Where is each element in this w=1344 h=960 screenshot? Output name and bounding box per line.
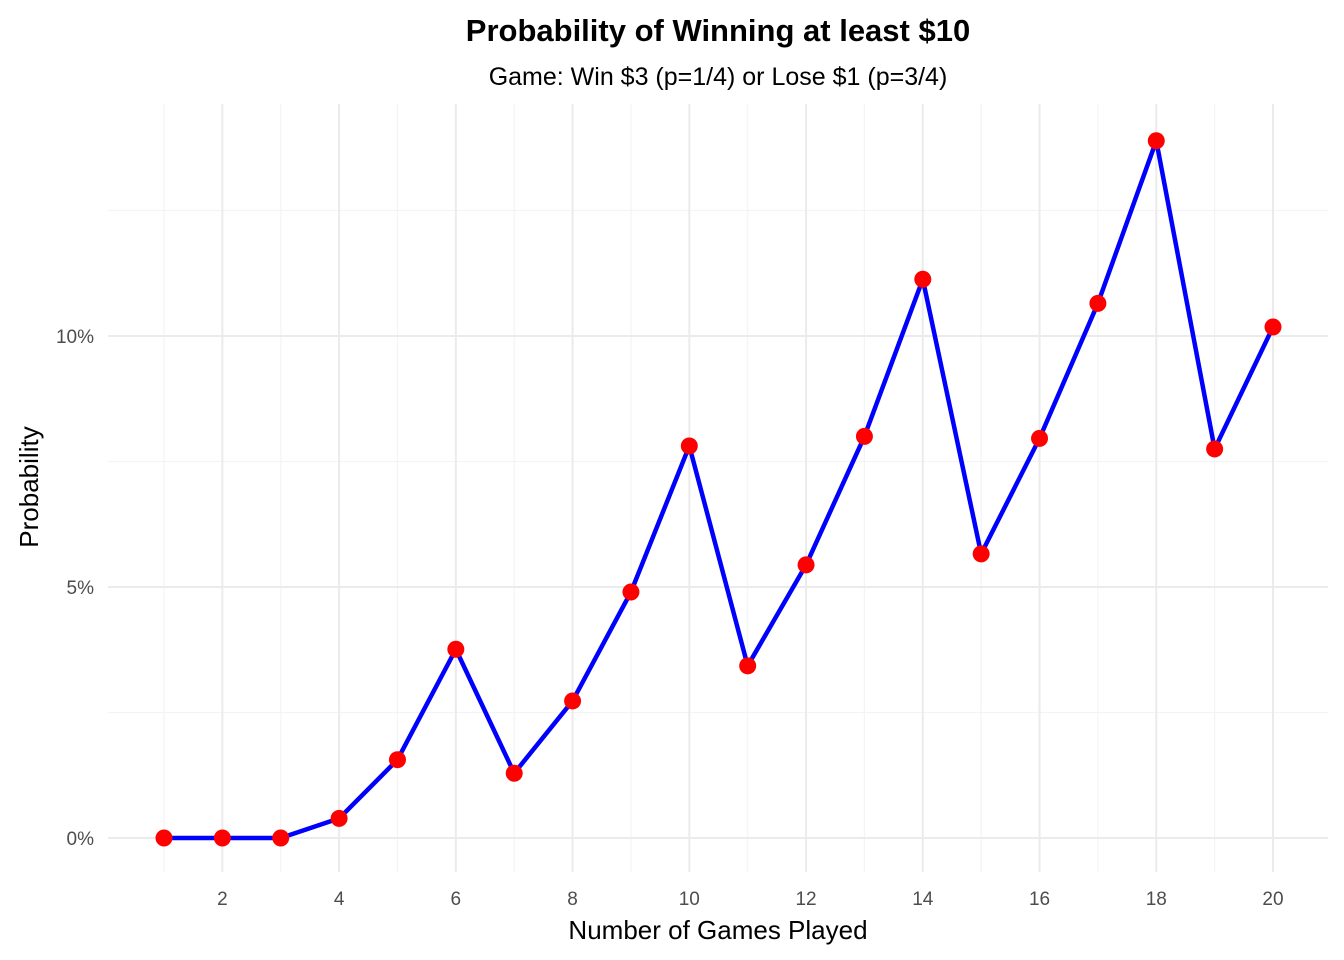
tick-labels: 2 4 6 8 10 12 14 16 18 20 0% 5% 10%: [56, 327, 1284, 910]
data-point: [914, 270, 932, 288]
y-tick-label: 10%: [56, 327, 94, 348]
data-point: [155, 829, 173, 847]
data-point: [1264, 318, 1282, 336]
y-tick-label: 0%: [67, 829, 95, 850]
data-point: [505, 764, 523, 782]
x-axis-title: Number of Games Played: [568, 915, 867, 945]
x-tick-label: 2: [217, 889, 228, 910]
x-tick-label: 18: [1146, 889, 1167, 910]
grid-lines: [108, 104, 1328, 872]
data-point: [855, 427, 873, 445]
x-tick-label: 20: [1262, 889, 1283, 910]
data-point: [213, 829, 231, 847]
chart-title: Probability of Winning at least $10: [466, 13, 970, 48]
x-tick-label: 8: [567, 889, 578, 910]
data-point: [1089, 294, 1107, 312]
y-tick-label: 5%: [67, 578, 95, 599]
data-series: [155, 132, 1282, 847]
data-point: [447, 640, 465, 658]
data-point: [1206, 440, 1224, 458]
chart-subtitle: Game: Win $3 (p=1/4) or Lose $1 (p=3/4): [489, 63, 948, 91]
x-tick-label: 10: [679, 889, 700, 910]
series-line: [161, 138, 1276, 841]
data-point: [1031, 429, 1049, 447]
data-point: [797, 556, 815, 574]
x-tick-label: 6: [451, 889, 462, 910]
x-tick-label: 16: [1029, 889, 1050, 910]
data-point: [680, 437, 698, 455]
x-tick-label: 4: [334, 889, 345, 910]
x-tick-label: 12: [795, 889, 816, 910]
data-point: [272, 829, 290, 847]
data-point: [739, 657, 757, 675]
data-point: [1147, 132, 1165, 150]
data-point: [330, 809, 348, 827]
data-point: [388, 751, 406, 769]
y-axis-title: Probability: [14, 426, 44, 547]
data-point: [972, 545, 990, 563]
data-point: [564, 692, 582, 710]
x-tick-label: 14: [912, 889, 934, 910]
data-point: [622, 583, 640, 601]
